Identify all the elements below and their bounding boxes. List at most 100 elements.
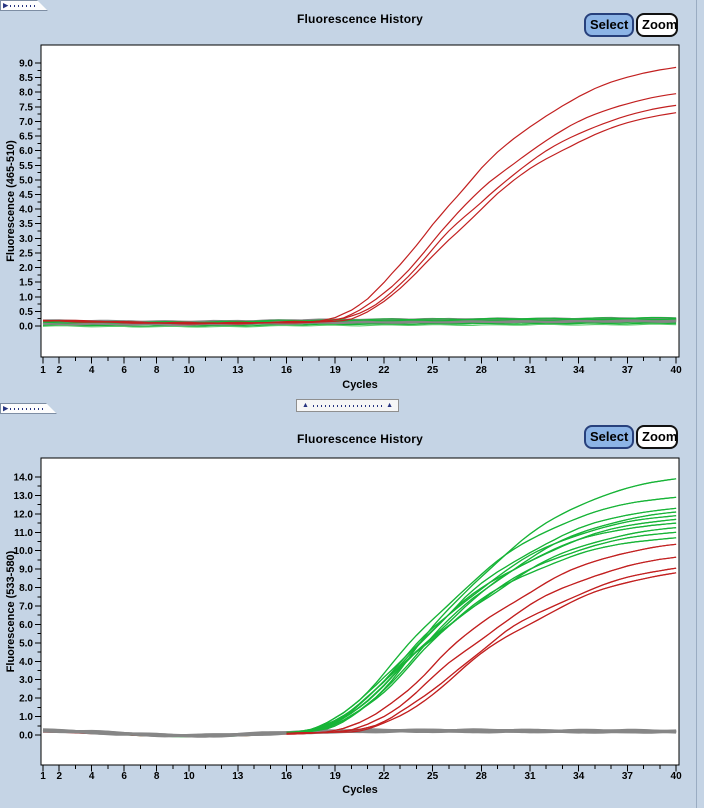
splitter-dots [313,404,382,407]
positive-green-1-overlay[interactable] [286,478,677,735]
y-axis-label: Fluorescence (465-510) [5,140,17,262]
splitter-collapse-left[interactable]: ▶ [0,403,57,414]
x-tick-label: 22 [378,771,390,782]
zoom-button[interactable]: Zoom [636,425,678,449]
y-tick-label: 4.5 [19,190,33,201]
splitter-horizontal-center[interactable]: ▲ ▲ [296,399,399,412]
x-tick-label: 31 [524,365,536,376]
x-tick-label: 2 [56,365,62,376]
x-tick-label: 19 [330,771,342,782]
y-axis: 0.0 0.5 1.0 1.5 2.0 2.5 3.0 3.5 4.0 4.5 5.0 5.5 6.0 6… [19,59,41,333]
select-button[interactable]: Select [584,13,634,37]
x-tick-label: 40 [671,771,683,782]
y-tick-label: 13.0 [14,491,34,502]
x-tick-label: 16 [281,365,293,376]
y-tick-label: 1.0 [19,712,33,723]
y-tick-label: 14.0 [14,473,34,484]
x-tick-label: 13 [232,365,244,376]
zoom-button[interactable]: Zoom [636,13,678,37]
window-right-border [696,0,697,808]
y-tick-label: 4.0 [19,205,33,216]
y-tick-label: 0.5 [19,307,33,318]
positive-green-10-overlay[interactable] [286,537,677,734]
splitter-dots [10,5,35,7]
y-tick-label: 6.5 [19,132,33,143]
positive-red-3-overlay[interactable] [286,567,677,734]
y-tick-label: 7.0 [19,602,33,613]
x-tick-label: 34 [573,365,585,376]
x-tick-label: 10 [184,365,196,376]
fluorescence-chart-533-580: 0.01.02.03.04.05.06.07.08.09.010.011.012… [5,457,682,796]
x-axis-label: Cycles [342,379,377,391]
y-axis-label: Fluorescence (533-580) [5,550,17,672]
negative-green-4[interactable] [42,322,677,328]
y-tick-label: 11.0 [14,528,33,539]
x-tick-label: 16 [281,771,293,782]
splitter-collapse-top[interactable]: ▶ [0,0,48,11]
y-tick-label: 0.0 [19,322,33,333]
x-tick-label: 28 [476,365,488,376]
chart-title: Fluorescence History [296,432,424,446]
x-tick-label: 19 [330,365,342,376]
x-axis: 1 2 4 6 8 10 13 16 19 22 25 28 31 34 37 40 [40,357,682,376]
y-tick-label: 3.0 [19,675,33,686]
x-tick-label: 6 [121,771,127,782]
collapse-up-icon: ▲ [386,401,393,409]
y-tick-label: 9.0 [19,565,33,576]
x-tick-label: 8 [154,365,160,376]
chart-title: Fluorescence History [296,12,424,26]
y-tick-label: 2.0 [19,694,33,705]
x-tick-label: 31 [524,771,536,782]
x-tick-label: 1 [40,365,46,376]
x-tick-label: 25 [427,365,439,376]
y-tick-label: 7.0 [19,117,33,128]
x-tick-label: 10 [184,771,196,782]
x-tick-label: 37 [622,771,634,782]
splitter-dots [10,408,44,410]
positive-green-9-overlay[interactable] [286,531,677,734]
x-tick-label: 13 [232,771,244,782]
x-tick-label: 4 [89,365,95,376]
collapse-arrow-icon: ▶ [3,1,9,9]
y-tick-label: 2.5 [19,248,33,259]
y-tick-label: 8.0 [19,88,33,99]
y-tick-label: 5.0 [19,638,33,649]
y-tick-label: 1.5 [19,278,33,289]
y-tick-label: 7.5 [19,102,33,113]
negative-green-light[interactable] [42,323,677,328]
positive-red-4-overlay[interactable] [286,572,677,735]
y-tick-label: 6.0 [19,146,33,157]
positive-green-3-overlay[interactable] [286,507,677,735]
y-tick-label: 3.5 [19,219,33,230]
x-axis-label: Cycles [342,784,377,796]
y-tick-label: 12.0 [14,509,34,520]
select-button[interactable]: Select [584,425,634,449]
x-tick-label: 8 [154,771,160,782]
x-tick-label: 34 [573,771,585,782]
chart-panel-533-580: Fluorescence History Select Zoom 0.0 1.0 2… [0,410,704,808]
curves-layer [42,66,677,328]
x-tick-label: 37 [622,365,634,376]
x-tick-label: 6 [121,365,127,376]
y-tick-label: 9.0 [19,59,33,70]
x-tick-label: 2 [56,771,62,782]
positive-green-7-overlay[interactable] [286,522,677,734]
curves-layer [42,478,677,738]
y-tick-label: 10.0 [14,546,34,557]
y-tick-label: 8.5 [19,73,33,84]
positive-red-1-overlay[interactable] [286,543,677,734]
y-tick-label: 5.5 [19,161,33,172]
x-axis: 1 2 4 6 8 10 13 16 19 22 25 28 31 34 37 40 [40,765,682,782]
y-tick-label: 5.0 [19,175,33,186]
y-tick-label: 0.0 [19,731,33,742]
collapse-arrow-icon: ▶ [3,404,9,412]
x-tick-label: 4 [89,771,95,782]
fluorescence-chart-465-510: 0.0 0.5 1.0 1.5 2.0 2.5 3.0 3.5 4.0 4.5 5.0 5.5 6.0 6… [5,44,682,391]
x-tick-label: 22 [378,365,390,376]
y-tick-label: 1.0 [19,292,33,303]
positive-red-4[interactable] [42,112,677,325]
chart-panel-465-510: Fluorescence History Select Zoom 0.0 0.5 1… [0,0,704,398]
positive-green-8-overlay[interactable] [286,527,677,735]
y-tick-label: 6.0 [19,620,33,631]
